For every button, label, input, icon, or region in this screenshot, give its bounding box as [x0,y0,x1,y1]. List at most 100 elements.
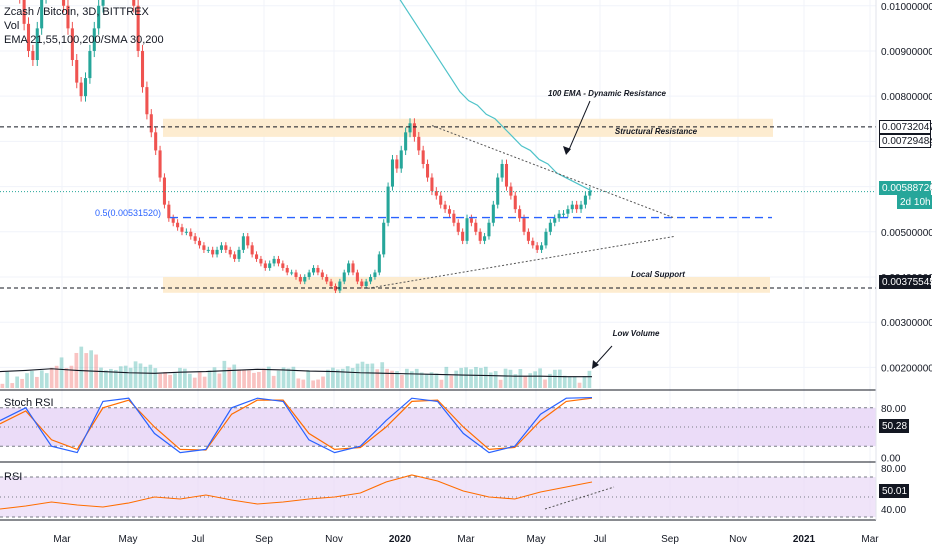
candle [518,209,522,219]
candle [570,204,574,210]
volume-bar [5,371,10,388]
volume-bar [380,362,385,388]
volume-bar [375,369,380,388]
volume-bar [498,379,503,388]
candle [224,245,228,250]
volume-bar [587,370,592,388]
candle [149,114,153,133]
candle [399,150,403,169]
volume-bar [405,368,409,388]
volume-bar [54,365,59,388]
volume-bar [567,376,572,388]
volume-bar [44,373,49,388]
candle [443,204,447,210]
volume-bar [158,373,163,388]
volume-bar [528,373,533,388]
support-zone [163,276,770,293]
candle [294,272,298,277]
candle [320,272,324,277]
candle [373,272,377,277]
candle [377,254,381,273]
candle [513,195,517,210]
ema-legend: EMA 21,55,100,200/SMA 30,200 [4,34,164,46]
volume-bar [232,364,237,388]
candle [167,204,171,219]
price-tag-structural-1: 0.00732047 [879,120,932,134]
volume-bar [217,373,222,388]
x-tick-label: 2020 [389,534,412,545]
candle [325,276,329,282]
rsi-band [0,477,876,517]
volume-bar [39,370,44,388]
y-tick-label: 0.00300000 [881,318,932,329]
candle [461,231,465,241]
candle [184,231,188,233]
volume-arrow-head [592,360,599,369]
candle [566,209,570,214]
volume-bar [326,369,330,388]
candle [390,159,395,187]
candle [254,254,259,259]
fib-label: 0.5(0.00531520) [95,208,161,218]
candle [316,267,320,273]
candle [487,222,491,237]
candle [360,281,364,287]
candle [583,195,587,205]
grid-lines [0,0,876,520]
rsi-pane: 80.00 40.00 [0,464,906,518]
volume-bar [429,372,434,388]
candle [548,222,552,232]
candle [83,78,88,97]
candle [504,163,509,187]
stoch-tick: 0.00 [881,454,901,465]
candle [342,272,346,282]
volume-bar [400,375,404,388]
candle [206,249,210,251]
volume-bar [222,360,227,388]
candle [531,240,535,246]
volume-bar [35,376,39,388]
triangle-upper [431,125,676,219]
volume-bar [538,368,542,388]
volume-bar [464,367,468,388]
candle [180,227,184,232]
candle [509,186,513,196]
candle [132,0,136,6]
candle [557,213,561,219]
volume-bar [261,368,266,388]
candle [285,267,289,273]
candle [434,191,438,196]
volume-bar [493,371,498,388]
rsi-tick: 80.00 [881,464,906,475]
volume-bar [577,382,582,388]
candle [162,177,166,205]
candle [158,150,162,178]
volume-annotation: Low Volume [613,329,660,338]
candle [469,218,473,223]
candle [298,276,302,282]
volume-bar [266,366,271,388]
candle [97,5,101,29]
candle [136,5,140,51]
volume-bar [370,363,375,388]
candle [474,222,478,232]
volume-bar [557,369,562,388]
candle [540,245,544,250]
volume-bar [123,365,128,388]
volume-sma-line [0,368,592,378]
volume-bar [449,375,454,388]
volume-bar [49,367,54,388]
volume-bar [242,369,246,388]
y-tick-label: 0.00200000 [881,363,932,374]
stoch-rsi-legend: Stoch RSI [4,397,54,409]
candle [197,240,202,246]
volume-bar [439,379,444,388]
volume-bar [459,367,463,388]
candle [307,272,311,277]
candle [79,82,83,97]
volume-bar [483,366,488,388]
volume-bar [296,378,301,388]
candle [561,213,566,215]
candle [408,123,412,133]
